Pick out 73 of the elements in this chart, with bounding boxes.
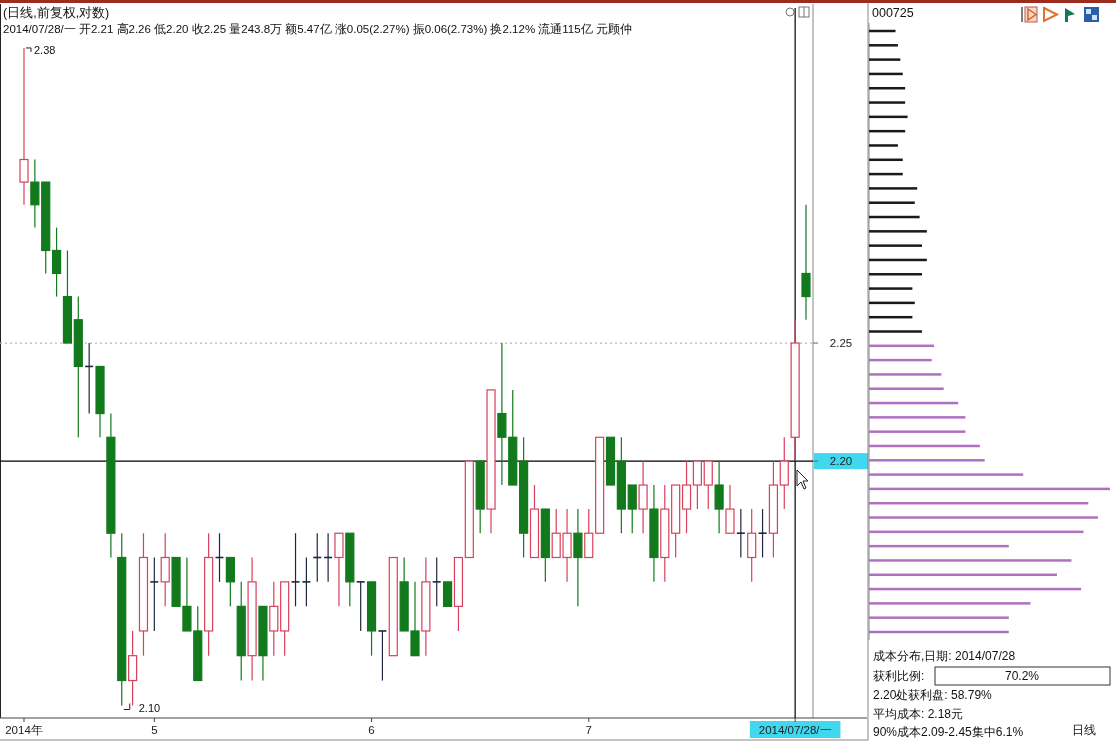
x-tick-label: 2014/07/28/一: [758, 724, 832, 737]
y-tick-label: 2.25: [829, 337, 853, 350]
candlestick: [714, 460, 724, 534]
x-tick-label: 7: [585, 724, 592, 737]
bar: [869, 616, 1009, 619]
bar: [869, 287, 913, 290]
text: 2014/07/28/一 开2.21 高2.26 低2.20 收2.25 量243.8万 额5.47亿 涨0.05(2.27%) 振0.06(2.73%) 换2.12% 流通115亿 元顾仲: [3, 22, 632, 35]
y-tick-label: 2.20: [829, 455, 853, 468]
bar: [869, 201, 915, 204]
candlestick: [160, 532, 170, 607]
bar: [869, 187, 918, 190]
bar: [869, 58, 901, 61]
bar: [869, 101, 906, 104]
chart-title: 000725: [872, 6, 914, 20]
text: 获利比例:: [873, 669, 925, 684]
candlestick: [117, 532, 127, 707]
x-tick-label: 5: [151, 724, 158, 737]
candlestick: [757, 508, 768, 559]
candlestick: [301, 556, 312, 607]
x-tick-label: 2014年: [5, 724, 43, 737]
bar: [869, 387, 944, 390]
candlestick: [51, 226, 62, 298]
candlestick: [747, 508, 757, 583]
text: 平均成本: 2.18元: [873, 707, 964, 722]
bar: [869, 330, 923, 333]
bar: [869, 459, 985, 462]
annotation: 2.10: [138, 702, 161, 715]
candlestick: [801, 204, 811, 321]
candlestick: [247, 556, 257, 682]
candlestick: [128, 630, 138, 707]
candlestick: [616, 436, 626, 534]
bar: [869, 473, 1024, 476]
candlestick: [421, 556, 431, 657]
candlestick: [638, 460, 648, 534]
chart-title: (日线,前复权,对数): [3, 6, 110, 20]
candlestick: [138, 532, 149, 657]
bar: [869, 516, 1098, 519]
candlestick: [106, 412, 116, 559]
candlestick: [236, 581, 246, 682]
bar: [869, 144, 898, 147]
bar: [869, 430, 966, 433]
candlestick: [377, 630, 388, 682]
text: 70.2%: [1004, 669, 1040, 684]
text: 日线: [1072, 723, 1096, 738]
x-tick-label: 6: [368, 724, 375, 737]
candlestick: [431, 556, 442, 607]
candlestick: [290, 532, 301, 607]
text: 2.20处获利盘: 58.79%: [873, 688, 993, 703]
bar: [869, 416, 966, 419]
candlestick: [573, 508, 583, 607]
candlestick: [649, 484, 659, 583]
candlestick: [204, 532, 214, 657]
candlestick: [790, 319, 800, 462]
candlestick: [73, 295, 83, 438]
candlestick: [269, 581, 279, 657]
text: 90%成本2.09-2.45集中6.1%: [873, 725, 1024, 740]
annotation: 2.38: [34, 43, 56, 56]
candlestick: [736, 508, 746, 559]
bar: [869, 273, 923, 276]
bar: [869, 230, 927, 233]
candlestick: [768, 460, 779, 559]
candlestick: [660, 484, 670, 583]
bar: [869, 373, 942, 376]
candlestick: [681, 460, 692, 534]
candlestick: [355, 581, 366, 632]
bar: [869, 44, 898, 47]
candlestick: [519, 436, 529, 559]
bar: [869, 244, 923, 247]
candlestick: [779, 436, 789, 510]
bar: [869, 602, 1031, 605]
bar: [869, 559, 1072, 562]
candlestick: [149, 556, 160, 632]
text: 成本分布,日期: 2014/07/28: [873, 649, 1016, 664]
